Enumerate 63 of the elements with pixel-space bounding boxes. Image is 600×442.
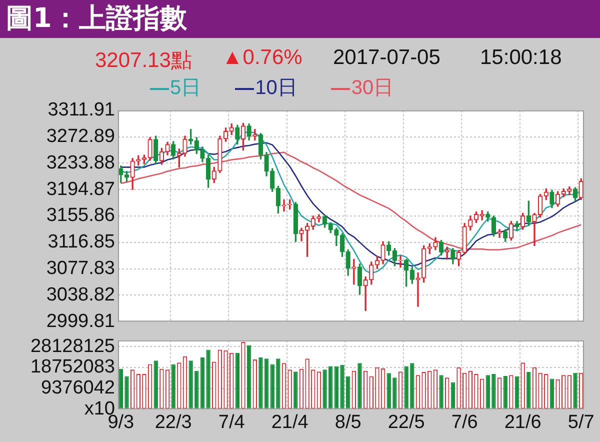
- bar: [154, 360, 158, 409]
- bar: [439, 375, 444, 409]
- legend-label: 5日: [170, 77, 202, 99]
- x-tick-label: 21/4: [271, 412, 309, 433]
- bar: [340, 364, 344, 409]
- bar: [264, 358, 269, 409]
- bar: [118, 368, 124, 409]
- bar: [206, 350, 210, 409]
- y-tick-label: 3272.89: [46, 126, 115, 148]
- bar: [573, 372, 578, 409]
- x-tick-label: 5/7: [568, 412, 594, 433]
- bar: [194, 370, 199, 409]
- x-tick-label: 21/6: [504, 412, 542, 433]
- x-tick-label: 7/6: [451, 412, 478, 433]
- bar: [450, 382, 456, 409]
- bar: [235, 352, 240, 409]
- y-tick-label: 3116.85: [48, 232, 115, 253]
- y-tick-label: 2999.81: [46, 310, 115, 332]
- bar: [492, 374, 496, 409]
- bar: [550, 378, 554, 409]
- bar: [410, 363, 414, 409]
- y-tick-label: 3194.87: [46, 178, 115, 200]
- y-tick-label: 3311.91: [48, 100, 115, 121]
- y-tick-label: 9376042: [41, 378, 115, 399]
- bar: [346, 376, 350, 409]
- y-tick-label: 3038.82: [46, 284, 115, 306]
- bar: [514, 376, 520, 409]
- bar: [270, 364, 274, 409]
- y-tick-label: 28128125: [30, 336, 115, 357]
- bar: [503, 376, 508, 409]
- text: 3207.13點: [95, 48, 192, 74]
- legend-label: 30日: [351, 77, 394, 99]
- candlestick: [282, 199, 286, 212]
- bar: [188, 360, 193, 409]
- x-tick-label: 7/4: [218, 412, 246, 433]
- bar: [258, 358, 263, 409]
- legend-label: 10日: [255, 77, 298, 99]
- bar: [358, 363, 362, 409]
- bar: [294, 372, 298, 409]
- x-tick-label: 22/5: [388, 412, 425, 433]
- bar: [334, 366, 339, 409]
- bar: [200, 358, 205, 409]
- x-tick-label: 8/5: [334, 412, 362, 433]
- y-tick-label: 18752083: [30, 356, 115, 378]
- text: 2017-07-05: [333, 46, 440, 70]
- bar: [246, 345, 252, 409]
- bar: [171, 364, 176, 409]
- chart-title: 圖1：上證指數: [0, 0, 600, 38]
- y-tick-label: 3233.88: [46, 152, 115, 174]
- x-tick-label: 22/3: [154, 412, 192, 433]
- bar: [526, 372, 531, 409]
- bar: [386, 373, 391, 409]
- bar: [328, 366, 333, 409]
- y-tick-label: 3077.83: [46, 258, 115, 280]
- text: 15:00:18: [480, 46, 562, 70]
- bar: [486, 375, 490, 409]
- bar: [404, 366, 408, 409]
- text: ▲0.76%: [222, 46, 302, 70]
- y-tick-label: 3155.86: [46, 205, 115, 226]
- candlestick: [363, 276, 368, 311]
- bar: [392, 378, 397, 409]
- bar: [322, 370, 327, 409]
- bar: [276, 358, 280, 409]
